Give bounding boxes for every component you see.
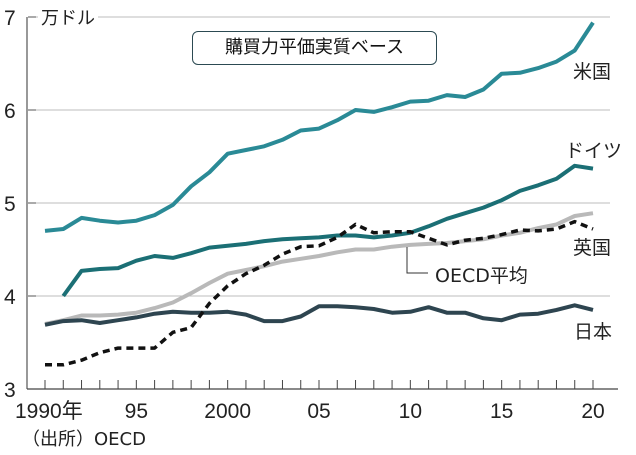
series-label-us: 米国 [573, 61, 611, 83]
series-label-germany: ドイツ [565, 140, 622, 162]
series-label-uk: 英国 [573, 237, 611, 259]
series-line-us [44, 21, 595, 233]
xtick-label-2000: 2000 [204, 400, 251, 423]
unit-label-bg [38, 8, 98, 28]
series-line-japan [44, 303, 594, 327]
oecd-leader-line [406, 247, 428, 274]
ytick-label-5: 5 [4, 193, 16, 216]
gridlines [28, 8, 610, 297]
ytick-label-6: 6 [4, 100, 16, 123]
ytick-label-3: 3 [4, 379, 16, 402]
source-note: （出所）OECD [22, 429, 146, 450]
xtick-label-2005: 05 [307, 400, 330, 423]
series-line-uk [45, 219, 594, 367]
chart-title: 購買力平価実質ベース [192, 31, 437, 65]
unit-label: 万ドル [41, 8, 95, 29]
xtick-label-2010: 10 [399, 400, 422, 423]
labels: 万ドル 米国 ドイツ 英国 OECD平均 日本 [41, 8, 622, 343]
xtick-label-2020: 20 [581, 400, 604, 423]
series-line-germany [61, 163, 594, 298]
ytick-label-7: 7 [4, 7, 16, 30]
series-lines [44, 21, 595, 367]
series-label-oecd: OECD平均 [435, 265, 528, 287]
series-label-japan: 日本 [574, 321, 612, 343]
ytick-label-4: 4 [4, 286, 16, 309]
xtick-label-1990: 1990年 [15, 400, 83, 423]
axes: 3 4 5 6 7 1990年 95 2000 05 10 15 20 [4, 7, 618, 423]
xtick-label-1995: 95 [125, 400, 148, 423]
xtick-label-2015: 15 [490, 400, 513, 423]
